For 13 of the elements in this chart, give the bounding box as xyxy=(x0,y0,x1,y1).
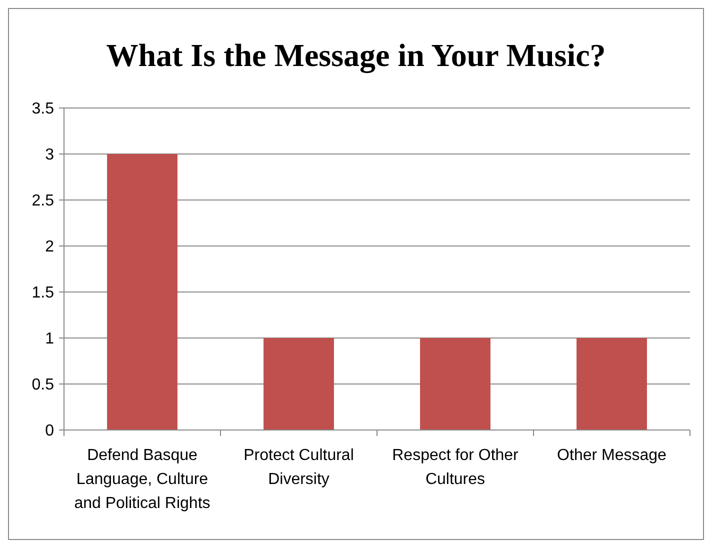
y-tick-label: 2 xyxy=(45,238,54,256)
x-tick-label: Other Message xyxy=(557,447,667,464)
x-tick-label: Respect for Other Cultures xyxy=(392,447,520,488)
chart-title: What Is the Message in Your Music? xyxy=(106,37,606,74)
y-tick-label: 0 xyxy=(45,422,54,440)
y-tick-label: 2.5 xyxy=(32,192,54,210)
x-tick-label: Protect Cultural Diversity xyxy=(244,447,354,488)
y-tick-label: 0.5 xyxy=(32,376,54,394)
y-tick-label: 3 xyxy=(45,146,54,164)
y-tick-label: 1.5 xyxy=(32,284,54,302)
y-tick-label: 1 xyxy=(45,330,54,348)
y-tick-label: 3.5 xyxy=(32,100,54,118)
x-tick-label: Defend Basque Language, Culture and Political Rights xyxy=(74,447,210,512)
